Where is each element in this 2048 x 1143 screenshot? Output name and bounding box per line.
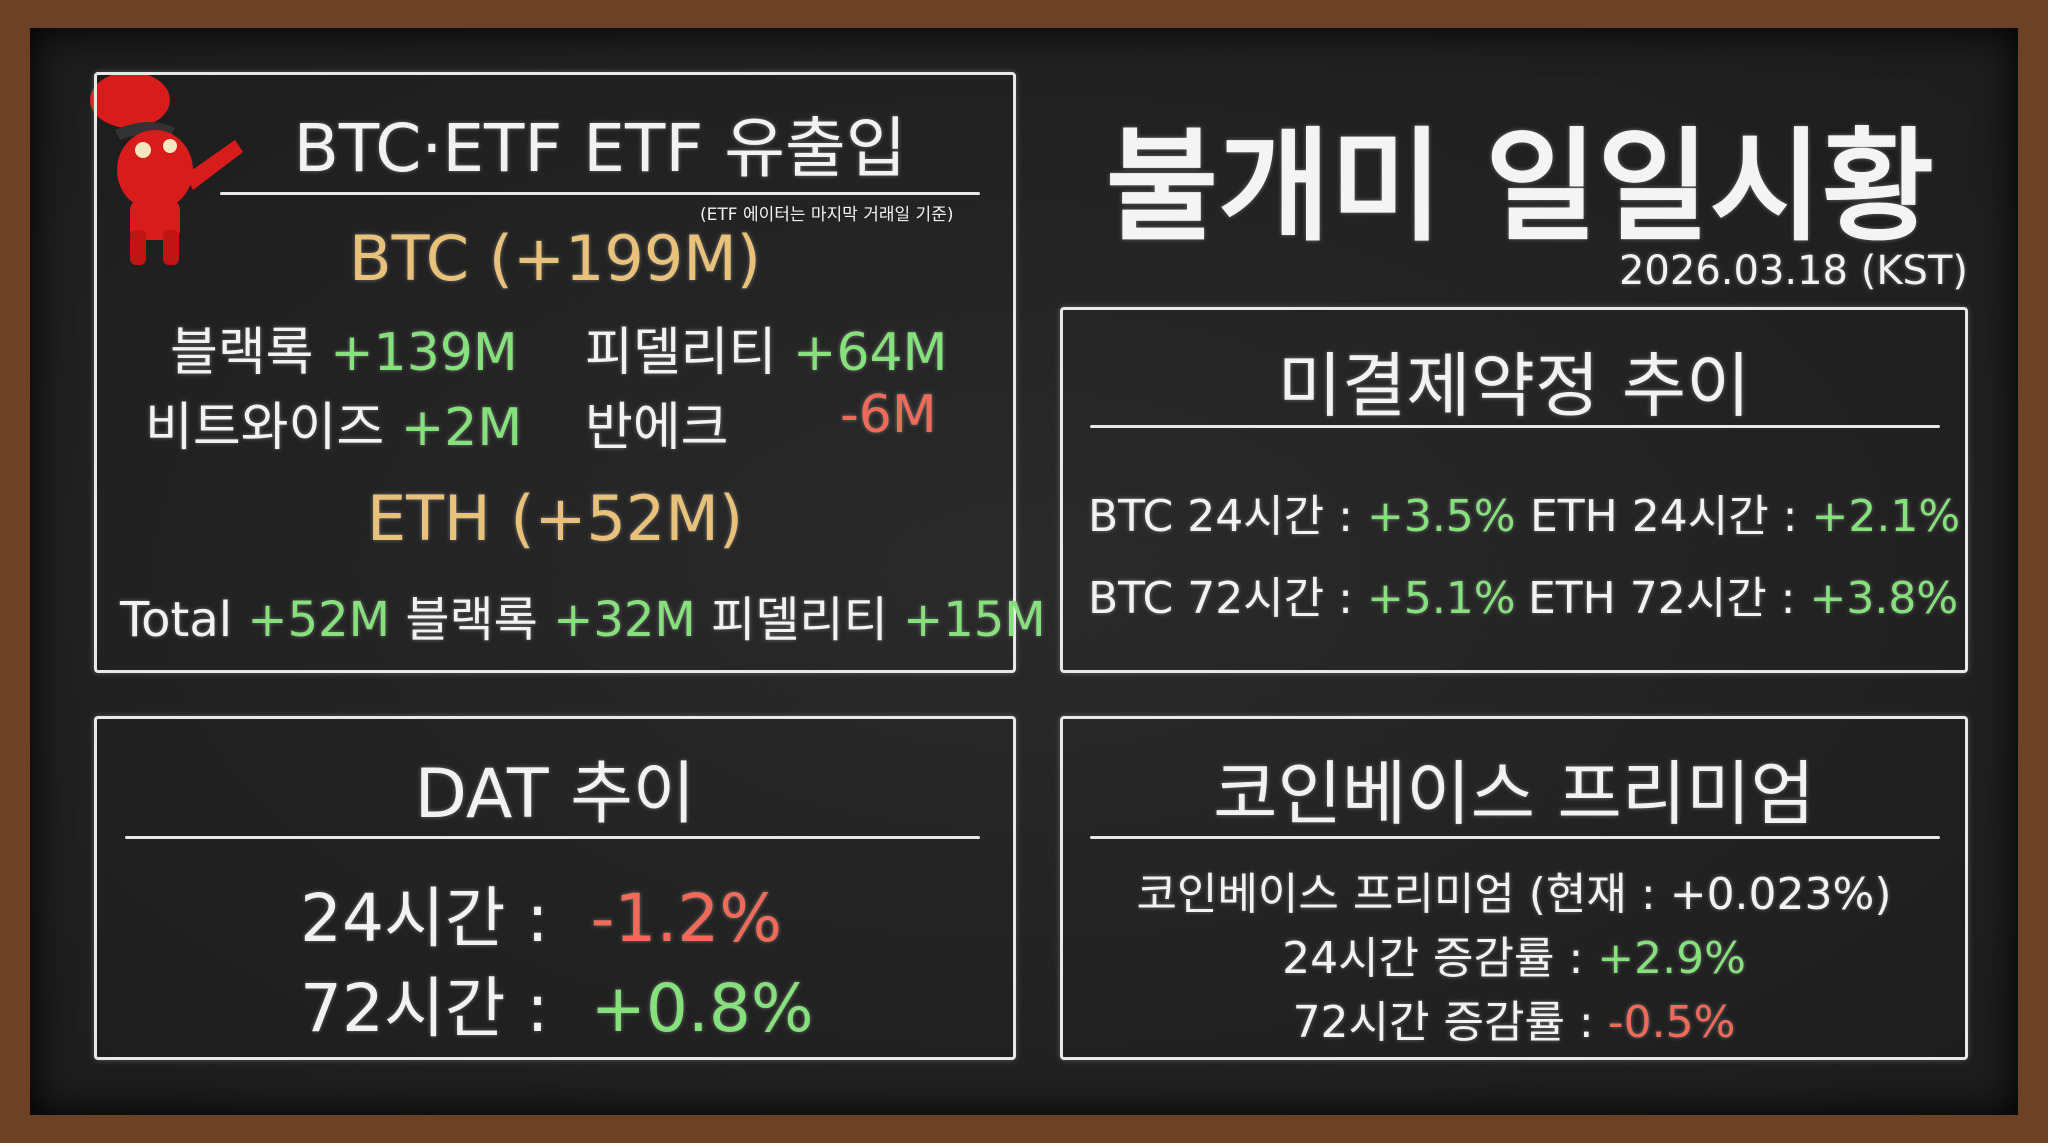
etf-row: 피델리티 +64M [585, 310, 948, 385]
issuer-name: 피델리티 [585, 323, 777, 383]
oi-item: ETH 24시간 : +2.1% [1530, 491, 1961, 542]
dat-panel-title: DAT 추이 [414, 755, 696, 834]
oi-item: BTC 24시간 : +3.5% [1088, 491, 1516, 542]
issuer-name: Total [120, 592, 233, 648]
flow-value: +52M [247, 592, 391, 648]
page-title: 불개미 일일시황 [1105, 116, 1935, 258]
coinbase-item: 72시간 증감률 : -0.5% [1292, 997, 1736, 1048]
dat-panel [94, 716, 1016, 1060]
flow-value: +32M [553, 592, 696, 648]
etf-flow-panel [94, 72, 1016, 673]
etf-panel-title: BTC·ETF ETF 유출입 [293, 110, 907, 187]
issuer-name: 피델리티 [711, 592, 888, 648]
flow-value: -6M [840, 385, 937, 445]
dat-item: 72시간 : +0.8% [300, 970, 814, 1047]
coinbase-premium-panel [1060, 716, 1968, 1060]
issuer-name: 비트와이즈 [145, 398, 385, 458]
date-label: 2026.03.18 (KST) [1618, 248, 1968, 294]
flow-value: +2M [400, 398, 523, 458]
coinbase-panel-title: 코인베이스 프리미엄 [1213, 753, 1815, 835]
eth-heading: ETH (+52M) [366, 482, 744, 555]
flow-value: +15M [903, 592, 1046, 648]
divider [1090, 836, 1940, 839]
issuer-name: 반에크 [585, 398, 729, 458]
flow-value: +64M [792, 323, 948, 383]
issuer-name: 블랙록 [405, 592, 538, 648]
btc-heading: BTC (+199M) [349, 222, 761, 295]
flow-value: +139M [330, 323, 518, 383]
red-ant-mascot-icon [90, 72, 243, 265]
oi-panel-title: 미결제약정 추이 [1277, 345, 1751, 427]
oi-item: ETH 72시간 : +3.8% [1528, 573, 1959, 624]
coinbase-current: 코인베이스 프리미엄 (현재 : +0.023%) [1136, 869, 1892, 920]
etf-note: (ETF 에이터는 마지막 거래일 기준) [700, 205, 954, 225]
coinbase-item: 24시간 증감률 : +2.9% [1282, 933, 1746, 984]
divider [1090, 425, 1940, 428]
divider [220, 192, 980, 195]
oi-item: BTC 72시간 : +5.1% [1088, 573, 1516, 624]
divider [125, 836, 980, 839]
dat-item: 24시간 : -1.2% [300, 880, 783, 957]
etf-row: 비트와이즈 +2M [145, 385, 522, 460]
eth-row: Total +52M 블랙록 +32M 피델리티 +15M [120, 580, 1046, 650]
issuer-name: 블랙록 [170, 323, 314, 383]
etf-row: 블랙록 +139M [170, 310, 518, 385]
open-interest-panel [1060, 307, 1968, 673]
chalkboard [30, 28, 2018, 1115]
